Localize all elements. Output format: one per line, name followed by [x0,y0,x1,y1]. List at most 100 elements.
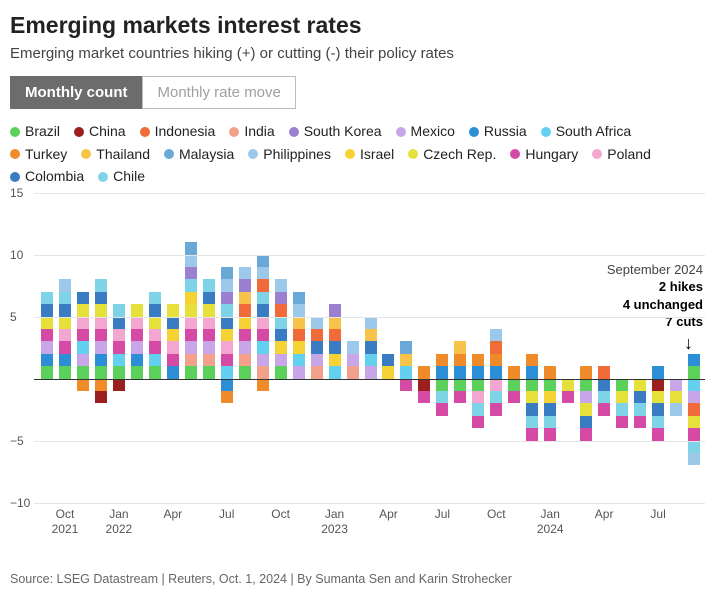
bar-segment [203,279,215,291]
legend-dot-icon [98,172,108,182]
legend-item[interactable]: Philippines [248,144,331,166]
bar-segment [59,366,71,378]
x-tick-label: Jan2022 [106,507,133,538]
bar-segment [77,317,89,329]
bar-segment [257,317,269,329]
bar-column [41,193,53,503]
bar-segment [149,354,161,366]
bar-segment [185,242,197,254]
bar-segment [113,379,125,391]
bar-segment [688,379,700,391]
tab-monthly-count[interactable]: Monthly count [10,76,142,109]
legend-label: Mexico [411,121,455,143]
legend-label: Colombia [25,166,84,188]
x-tick-label: Jul [435,507,450,523]
bar-segment [131,329,143,341]
bar-column [257,193,269,503]
tab-monthly-rate-move[interactable]: Monthly rate move [142,76,295,109]
legend-item[interactable]: Czech Rep. [408,144,496,166]
legend-item[interactable]: China [74,121,126,143]
bar-column [544,193,556,503]
legend-label: Czech Rep. [423,144,496,166]
bar-segment [41,292,53,304]
legend-dot-icon [10,172,20,182]
legend-item[interactable]: Chile [98,166,145,188]
bar-segment [221,267,233,279]
bar-segment [436,391,448,403]
legend-label: Israel [360,144,394,166]
legend-label: Russia [484,121,527,143]
bar-segment [472,391,484,403]
legend-item[interactable]: Indonesia [140,121,216,143]
bar-segment [293,292,305,304]
bar-segment [418,379,430,391]
bar-segment [293,341,305,353]
bar-segment [526,379,538,391]
bar-column [185,193,197,503]
bar-segment [41,354,53,366]
x-tick-label: Jan2023 [321,507,348,538]
bar-segment [329,304,341,316]
bar-segment [95,292,107,304]
bar-segment [688,391,700,403]
bar-segment [311,329,323,341]
bar-segment [149,329,161,341]
bar-segment [652,366,664,378]
bar-segment [616,391,628,403]
legend-item[interactable]: Brazil [10,121,60,143]
legend-item[interactable]: Thailand [81,144,150,166]
bar-segment [239,341,251,353]
bar-segment [167,317,179,329]
bar-segment [77,341,89,353]
legend-item[interactable]: Israel [345,144,394,166]
bar-segment [257,354,269,366]
bar-segment [454,366,466,378]
y-tick-label: 10 [10,248,23,262]
bar-segment [95,279,107,291]
legend-dot-icon [408,149,418,159]
bar-segment [185,279,197,291]
bar-segment [382,354,394,366]
bar-column [113,193,125,503]
bar-segment [185,341,197,353]
legend-item[interactable]: South Korea [289,121,382,143]
bar-segment [257,292,269,304]
legend-item[interactable]: Poland [592,144,651,166]
bar-segment [149,304,161,316]
legend-item[interactable]: Mexico [396,121,455,143]
y-tick-label: 5 [10,310,17,324]
bar-segment [59,304,71,316]
bar-segment [652,379,664,391]
legend-dot-icon [229,127,239,137]
legend-item[interactable]: Hungary [510,144,578,166]
tab-group: Monthly count Monthly rate move [10,76,707,109]
bar-segment [472,416,484,428]
bar-segment [257,279,269,291]
legend-item[interactable]: India [229,121,274,143]
bar-segment [347,366,359,378]
legend-item[interactable]: South Africa [541,121,632,143]
legend-dot-icon [164,149,174,159]
bar-segment [185,317,197,329]
bar-column [562,193,574,503]
legend-item[interactable]: Colombia [10,166,84,188]
bar-segment [239,317,251,329]
legend-item[interactable]: Malaysia [164,144,234,166]
bar-segment [508,391,520,403]
x-tick-label: Jul [219,507,234,523]
legend-item[interactable]: Turkey [10,144,67,166]
bar-segment [329,341,341,353]
bar-segment [544,416,556,428]
legend-item[interactable]: Russia [469,121,527,143]
legend-dot-icon [289,127,299,137]
bar-segment [616,403,628,415]
bar-segment [580,403,592,415]
bar-segment [472,403,484,415]
bar-segment [329,329,341,341]
source-line: Source: LSEG Datastream | Reuters, Oct. … [10,572,512,586]
annotation-line-1: 2 hikes [659,279,703,294]
bar-segment [59,329,71,341]
bar-segment [616,379,628,391]
legend-label: South Korea [304,121,382,143]
bar-segment [580,416,592,428]
